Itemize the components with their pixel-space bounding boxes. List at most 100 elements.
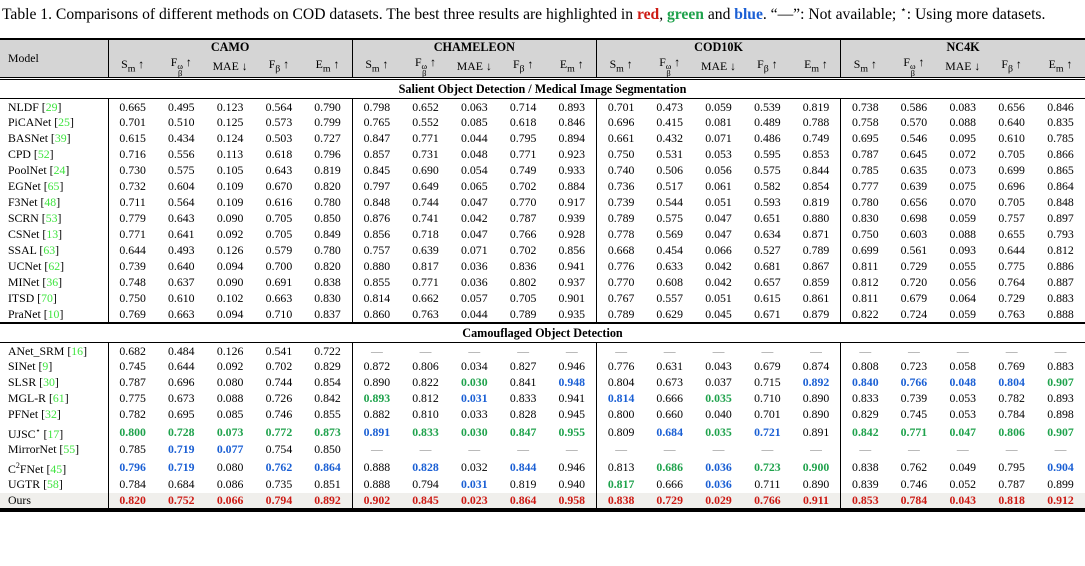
metric-value-cell: 0.856 — [351, 226, 402, 243]
metric-value-cell: 0.883 — [1047, 359, 1074, 374]
metric-value-cell: 0.764 — [998, 275, 1025, 290]
metric-value-cell: 0.651 — [754, 211, 781, 226]
metric-value-cell: 0.882 — [351, 406, 402, 423]
metric-value-cell: 0.063 — [461, 99, 488, 114]
citation-link[interactable]: 52 — [37, 147, 50, 162]
metric-value-cell: 0.874 — [802, 359, 830, 374]
citation-link[interactable]: 45 — [50, 461, 63, 476]
table-row: ANet_SRM [16] 0.682 0.484 0.126 0.541 0.722 — —… — [0, 342, 1085, 359]
metric-value-cell: — — [761, 442, 774, 457]
metric-value-cell: — — [956, 343, 969, 358]
citation-link[interactable]: 61 — [52, 391, 65, 406]
citation-link[interactable]: 9 — [42, 359, 49, 374]
metric-value-cell: 0.093 — [949, 243, 977, 258]
metric-value-cell: 0.035 — [705, 424, 732, 439]
metric-value-cell: 0.907 — [1047, 424, 1074, 439]
citation-link[interactable]: 70 — [41, 291, 53, 306]
metric-value-cell: 0.941 — [558, 391, 586, 406]
metric-value-cell: 0.695 — [167, 407, 195, 422]
citation-link[interactable]: 48 — [44, 195, 57, 210]
metric-value-cell: 0.848 — [1047, 195, 1074, 210]
metric-value-cell: 0.879 — [802, 306, 830, 321]
metric-value-cell: 0.777 — [840, 178, 890, 195]
metric-value-cell: 0.845 — [351, 162, 402, 179]
metric-value-cell: 0.757 — [351, 242, 402, 259]
metric-value-cell: 0.789 — [595, 210, 646, 227]
metric-value-cell: 0.833 — [412, 424, 439, 439]
citation-link[interactable]: 17 — [47, 426, 60, 441]
metric-value-cell: 0.752 — [156, 492, 206, 510]
metric-value-cell: 0.819 — [314, 163, 341, 178]
metric-value-cell: 0.812 — [840, 274, 890, 291]
metric-value-cell: 0.784 — [889, 492, 939, 510]
citation-link[interactable]: 24 — [53, 163, 66, 178]
metric-value-cell: 0.917 — [558, 195, 586, 210]
metric-value-cell: 0.092 — [216, 359, 244, 374]
metric-value-cell: 0.787 — [107, 374, 157, 391]
citation-link[interactable]: 10 — [47, 306, 60, 321]
metric-value-cell: 0.044 — [461, 131, 488, 146]
metric-value-cell: 0.872 — [351, 358, 402, 375]
metric-value-cell: 0.854 — [314, 375, 341, 390]
table-row: PFNet [32] 0.782 0.695 0.085 0.746 0.855 0.882… — [0, 406, 1085, 423]
metric-value-cell: 0.822 — [840, 306, 890, 323]
metric-value-cell: 0.473 — [656, 99, 683, 114]
metric-value-cell: 0.072 — [949, 147, 977, 162]
citation-link[interactable]: 62 — [48, 259, 61, 274]
metric-value-cell: 0.696 — [595, 114, 646, 131]
citation-link[interactable]: 63 — [43, 243, 56, 258]
metric-value-cell: 0.861 — [802, 291, 830, 306]
citation-link[interactable]: 55 — [63, 442, 76, 457]
metric-value-cell: 0.796 — [314, 147, 341, 162]
metric-value-cell: 0.812 — [412, 391, 439, 406]
citation-link[interactable]: 32 — [45, 407, 57, 422]
metric-header: MAE ↓ — [938, 55, 988, 81]
model-name-cell: SCRN [53] — [8, 211, 62, 226]
metric-value-cell: 0.615 — [754, 291, 781, 306]
citation-link[interactable]: 58 — [47, 477, 59, 492]
metric-value-cell: 0.085 — [216, 407, 244, 422]
metric-value-cell: 0.077 — [216, 442, 244, 457]
metric-value-cell: 0.691 — [265, 275, 293, 290]
citation-link[interactable]: 65 — [47, 179, 60, 194]
metric-value-cell: 0.785 — [107, 441, 157, 458]
metric-value-cell: 0.850 — [314, 442, 341, 457]
metric-value-cell: 0.818 — [987, 492, 1037, 510]
citation-link[interactable]: 30 — [43, 375, 55, 390]
metric-value-cell: 0.892 — [303, 492, 353, 510]
metric-value-cell: 0.556 — [167, 147, 195, 162]
metric-value-cell: — — [1054, 343, 1067, 358]
citation-link[interactable]: 53 — [45, 211, 58, 226]
metric-value-cell: 0.036 — [461, 275, 488, 290]
metric-value-cell: 0.739 — [107, 258, 157, 275]
metric-value-cell: 0.780 — [314, 195, 341, 210]
metric-value-cell: — — [468, 343, 481, 358]
metric-value-cell: 0.702 — [265, 359, 293, 374]
metric-value-cell: 0.899 — [1047, 477, 1074, 492]
metric-value-cell: 0.749 — [509, 163, 537, 178]
metric-value-cell: 0.856 — [558, 243, 586, 258]
citation-link[interactable]: 29 — [45, 99, 58, 114]
metric-value-cell: 0.071 — [461, 243, 488, 258]
metric-header: Em ↑ — [791, 55, 841, 81]
citation-link[interactable]: 16 — [71, 343, 84, 358]
citation-link[interactable]: 13 — [46, 227, 59, 242]
metric-value-cell: — — [595, 441, 646, 458]
citation-link[interactable]: 36 — [46, 275, 59, 290]
citation-link[interactable]: 39 — [54, 131, 67, 146]
metric-value-cell: 0.033 — [461, 407, 488, 422]
model-name-cell: PraNet [10] — [8, 306, 64, 321]
metric-value-cell: 0.822 — [412, 375, 439, 390]
metric-value-cell: 0.789 — [509, 306, 537, 321]
metric-value-cell: 0.809 — [595, 422, 646, 442]
metric-value-cell: 0.820 — [314, 179, 341, 194]
metric-value-cell: 0.684 — [167, 477, 195, 492]
metric-value-cell: — — [351, 342, 402, 359]
metric-value-cell: 0.745 — [900, 407, 928, 422]
metric-value-cell: 0.040 — [705, 407, 732, 422]
citation-link[interactable]: 25 — [58, 115, 70, 130]
model-name-cell: SLSR [30] — [8, 375, 59, 390]
metric-value-cell: 0.679 — [754, 359, 781, 374]
